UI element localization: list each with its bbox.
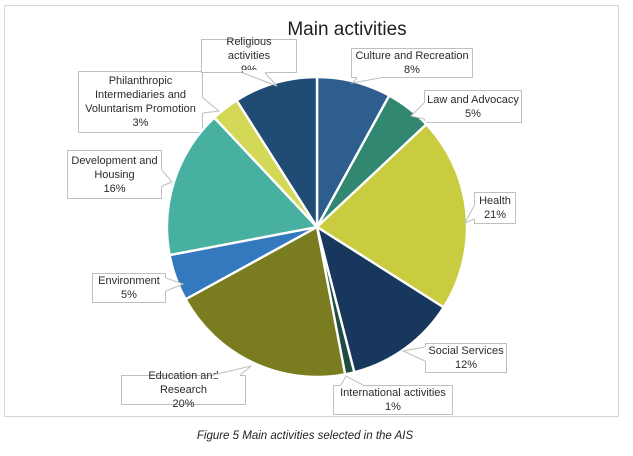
callout-value: 16%	[103, 182, 126, 195]
callout-social-services: Social Services 12%	[425, 343, 507, 373]
callout-law-and-advocacy: Law and Advocacy 5%	[424, 90, 522, 123]
callout-culture-and-recreation: Culture and Recreation 8%	[351, 48, 473, 78]
callout-label: Environment	[98, 275, 160, 287]
callout-value: 1%	[385, 401, 401, 413]
callout-value: 3%	[132, 117, 149, 129]
callout-label: Health	[479, 195, 511, 207]
callout-label: Law and Advocacy	[427, 93, 519, 106]
callout-label: International activities	[340, 387, 446, 399]
callout-education-and-research: Education and Research 20%	[121, 370, 246, 410]
callout-international-activities: International activities 1%	[333, 385, 453, 415]
chart-title: Main activities	[287, 19, 407, 40]
callout-value: 9%	[241, 64, 257, 76]
figure-caption: Figure 5 Main activities selected in the…	[196, 430, 414, 442]
callout-label: Development and Housing	[71, 154, 158, 181]
callout-development-and-housing: Development and Housing 16%	[67, 150, 162, 199]
callout-label: Philanthropic Intermediaries and Volunta…	[85, 75, 196, 115]
callout-label: Social Services	[428, 345, 504, 357]
callout-philanthropic-intermediaries: Philanthropic Intermediaries and Volunta…	[78, 71, 203, 133]
chart-frame: Main activities	[4, 5, 619, 417]
callout-value: 8%	[404, 64, 420, 76]
callout-environment: Environment 5%	[92, 273, 166, 303]
callout-label: Culture and Recreation	[355, 50, 469, 62]
callout-label: Religious activities	[226, 36, 272, 62]
callout-value: 12%	[454, 359, 478, 371]
callout-value: 20%	[172, 398, 195, 410]
callout-value: 5%	[465, 107, 481, 120]
callout-value: 21%	[483, 209, 507, 221]
callout-value: 5%	[121, 289, 137, 301]
callout-religious-activities: Religious activities 9%	[201, 36, 297, 76]
callout-label: Education and Research	[148, 370, 219, 396]
callout-health: Health 21%	[474, 192, 516, 224]
